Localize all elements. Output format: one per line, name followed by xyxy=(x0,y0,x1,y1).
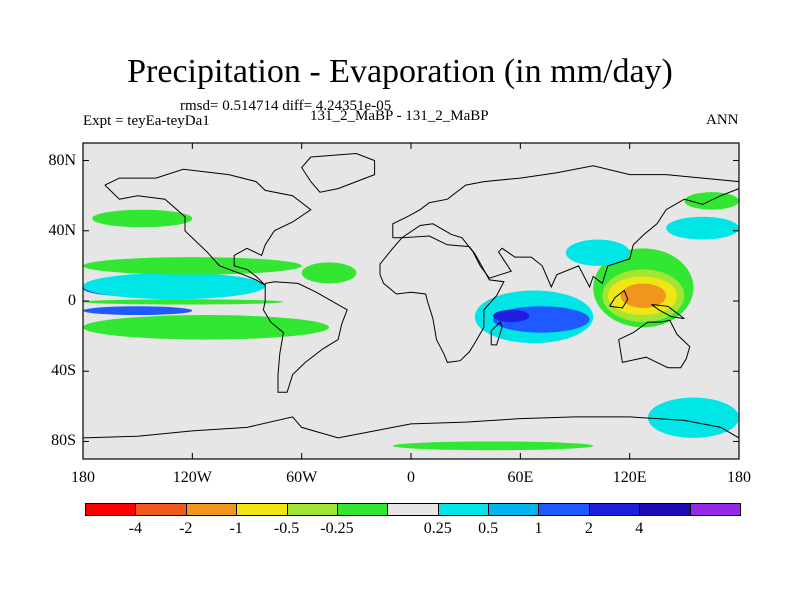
coastline-antarctica xyxy=(82,416,740,439)
colorbar xyxy=(85,503,741,516)
anomaly-indian-ocean-dark xyxy=(493,309,530,323)
y-tick-label: 40S xyxy=(51,362,76,380)
colorbar-label: 2 xyxy=(584,520,593,537)
stats-text: rmsd= 0.514714 diff= 4.24351e-05 xyxy=(180,98,392,114)
colorbar-label: -4 xyxy=(128,520,143,537)
anomaly-north-pacific-cyan xyxy=(83,272,266,300)
anomaly-south-pacific-green xyxy=(83,315,329,340)
anomaly-south-pacific-blue xyxy=(83,306,193,316)
plot-title: Precipitation - Evaporation (in mm/day) xyxy=(127,53,673,90)
anomaly-equatorial-pacific-green xyxy=(83,299,284,305)
colorbar-swatch xyxy=(437,503,490,516)
colorbar-label: -0.5 xyxy=(273,520,300,537)
colorbar-swatch xyxy=(689,503,741,516)
colorbar-label: -1 xyxy=(229,520,243,537)
colorbar-swatch xyxy=(286,503,338,516)
comparison-label: 131_2_MaBP - 131_2_MaBP xyxy=(310,108,489,124)
colorbar-label: 1 xyxy=(534,520,543,537)
colorbar-swatch xyxy=(639,503,691,516)
experiment-label: Expt = teyEa-teyDa1 xyxy=(83,113,210,129)
anomaly-arctic-green xyxy=(684,192,740,210)
anomaly-subtropical-pacific-green xyxy=(83,257,302,275)
colorbar-swatch xyxy=(185,503,238,516)
colorbar-label: 4 xyxy=(635,520,644,537)
season-label: ANN xyxy=(706,112,739,128)
coastline-borneo xyxy=(609,289,629,309)
coastline-greenland xyxy=(301,152,376,193)
x-tick-label: 60W xyxy=(286,469,318,486)
x-tick-label: 180 xyxy=(71,469,95,486)
colorbar-label: -2 xyxy=(179,520,193,537)
x-tick-label: 0 xyxy=(407,469,415,486)
coastline-australia xyxy=(618,319,691,369)
y-tick-label: 80S xyxy=(51,432,76,450)
coastline-north-america xyxy=(104,168,312,286)
colorbar-swatch xyxy=(387,503,439,516)
x-tick-label: 60E xyxy=(507,469,534,486)
anomaly-southern-ocean-cyan xyxy=(647,397,739,438)
y-tick-label: 0 xyxy=(68,292,76,309)
anomaly-north-pacific-east-cyan xyxy=(666,216,739,240)
y-tick-label: 80N xyxy=(48,151,76,169)
y-tick-label: 40N xyxy=(48,221,76,239)
colorbar-swatch xyxy=(336,503,389,516)
anomaly-atlantic-green xyxy=(301,262,357,284)
x-tick-label: 180 xyxy=(727,469,751,486)
anomaly-maritime-orange xyxy=(620,283,667,309)
colorbar-swatch xyxy=(588,503,641,516)
colorbar-swatch xyxy=(236,503,288,516)
x-tick-label: 120E xyxy=(612,469,647,486)
coastline-new-guinea xyxy=(651,304,685,320)
x-tick-label: 120W xyxy=(172,469,212,486)
coastline-madagascar xyxy=(490,321,503,346)
colorbar-label: 0.25 xyxy=(423,520,452,537)
anomaly-north-atlantic-green xyxy=(92,209,193,228)
colorbar-label: -0.25 xyxy=(320,520,354,537)
colorbar-swatch xyxy=(135,503,187,516)
colorbar-swatch xyxy=(85,503,137,516)
coastline-south-america xyxy=(262,281,348,393)
anomaly-west-pacific-cyan xyxy=(565,239,630,266)
colorbar-swatch xyxy=(538,503,590,516)
colorbar-label: 0.5 xyxy=(478,520,499,537)
coastline-africa xyxy=(379,235,505,363)
map-panel xyxy=(82,142,740,460)
anomaly-southern-ocean-green xyxy=(392,441,594,451)
colorbar-swatch xyxy=(488,503,540,516)
map-plot xyxy=(82,142,740,460)
